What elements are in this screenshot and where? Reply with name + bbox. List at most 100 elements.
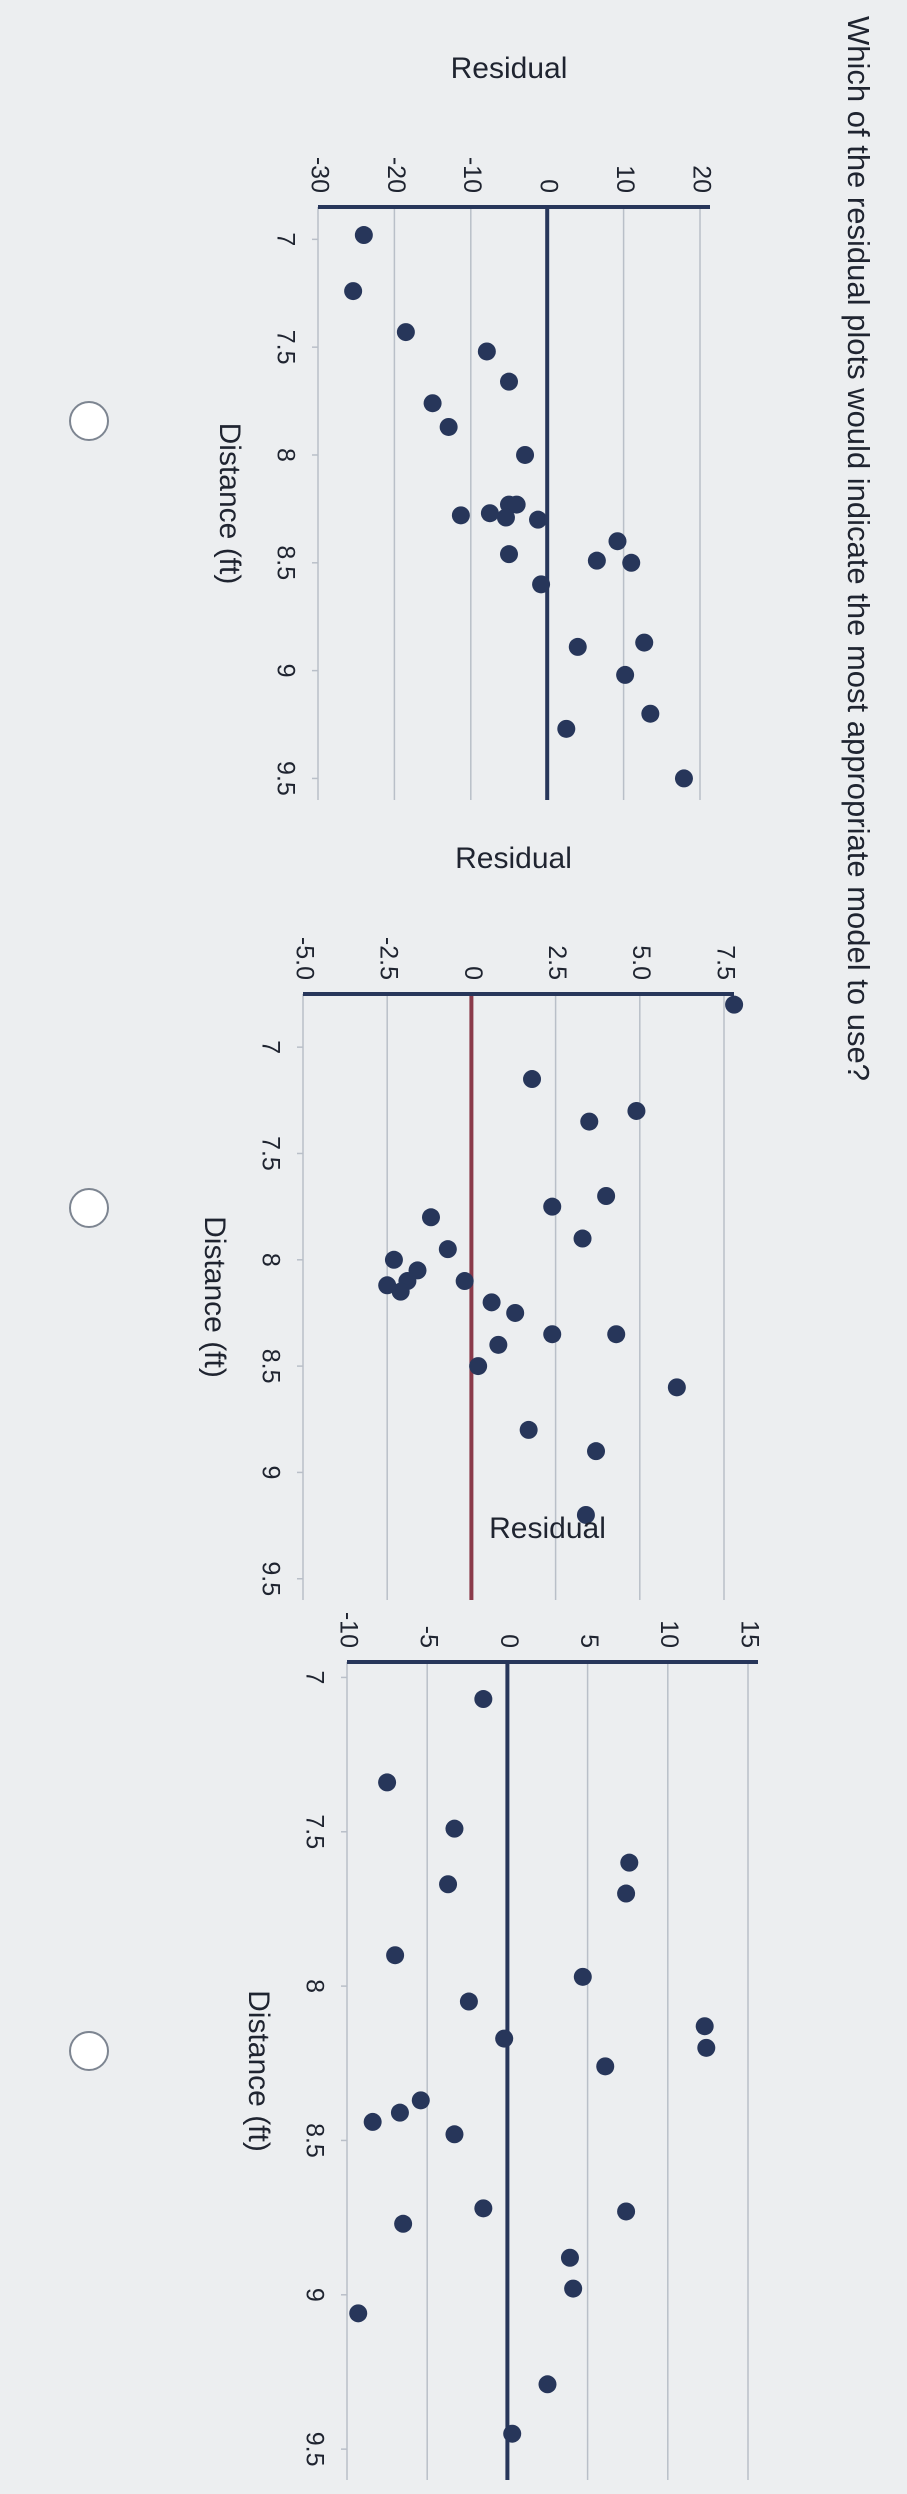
y-tick-label: -20 xyxy=(382,157,410,193)
point xyxy=(507,495,526,514)
point xyxy=(506,1303,525,1322)
x-tick-label: 9.5 xyxy=(271,761,299,796)
y-tick-label: -5 xyxy=(415,1626,443,1648)
point xyxy=(568,637,587,656)
point xyxy=(396,323,415,342)
point xyxy=(580,1112,599,1131)
radio-button[interactable] xyxy=(69,1188,109,1228)
point xyxy=(451,506,470,525)
point xyxy=(459,1992,478,2011)
x-tick-label: 9 xyxy=(300,2288,328,2302)
point xyxy=(587,1442,606,1461)
point xyxy=(421,1208,440,1227)
point xyxy=(519,1420,538,1439)
point xyxy=(503,2424,522,2443)
y-tick-label: -10 xyxy=(458,157,486,193)
point xyxy=(495,2029,514,2048)
x-tick-label: 8 xyxy=(300,1979,328,1993)
point xyxy=(445,1819,464,1838)
y-tick-label: -5.0 xyxy=(290,937,318,980)
point xyxy=(596,2057,615,2076)
point xyxy=(363,2112,382,2131)
point xyxy=(474,1690,493,1709)
point xyxy=(617,2202,636,2221)
point xyxy=(607,1325,626,1344)
x-tick-label: 7 xyxy=(256,1040,284,1054)
y-axis-label: Residual xyxy=(489,1512,606,1545)
point xyxy=(500,545,518,564)
point xyxy=(587,551,606,570)
point xyxy=(378,1773,397,1792)
x-tick-label: 9 xyxy=(271,664,299,678)
x-tick-label: 7 xyxy=(300,1670,328,1684)
x-tick-label: 7.5 xyxy=(300,1814,328,1849)
radio-button[interactable] xyxy=(69,401,109,441)
x-tick-label: 8 xyxy=(256,1253,284,1267)
point xyxy=(489,1335,508,1354)
point xyxy=(543,1197,562,1216)
point xyxy=(391,1282,410,1301)
point xyxy=(439,417,458,436)
point xyxy=(635,633,654,652)
point xyxy=(608,532,627,551)
point xyxy=(477,342,496,361)
point xyxy=(641,704,660,723)
point xyxy=(573,1229,592,1248)
point xyxy=(697,2038,716,2057)
y-tick-label: 15 xyxy=(735,1620,763,1648)
point xyxy=(445,2125,464,2144)
y-tick-label: 0 xyxy=(495,1634,523,1648)
y-tick-label: 5.0 xyxy=(627,945,655,980)
point xyxy=(725,995,744,1014)
x-tick-label: 9.5 xyxy=(256,1561,284,1596)
x-tick-label: 8.5 xyxy=(256,1349,284,1384)
point xyxy=(390,2103,409,2122)
y-tick-label: 5 xyxy=(575,1634,603,1648)
point xyxy=(557,719,576,738)
point xyxy=(482,1293,501,1312)
y-axis-label: Residual xyxy=(451,52,568,85)
point xyxy=(523,1070,542,1089)
point xyxy=(532,575,551,594)
x-tick-label: 8.5 xyxy=(300,2123,328,2158)
y-tick-label: 7.5 xyxy=(711,945,739,980)
point xyxy=(469,1357,488,1376)
point xyxy=(386,1946,405,1965)
y-tick-label: 10 xyxy=(655,1620,683,1648)
y-tick-label: 10 xyxy=(611,165,639,193)
point xyxy=(394,2214,413,2233)
x-axis-label: Distance (ft) xyxy=(242,1990,275,2152)
point xyxy=(384,1250,403,1269)
x-axis-label: Distance (ft) xyxy=(198,1216,231,1378)
y-tick-label: 20 xyxy=(687,165,715,193)
point xyxy=(616,665,635,684)
point xyxy=(439,1875,458,1894)
point xyxy=(349,2304,368,2323)
point xyxy=(378,1276,397,1295)
y-tick-label: -10 xyxy=(334,1612,362,1648)
point xyxy=(438,1240,457,1259)
point xyxy=(617,1884,636,1903)
point xyxy=(622,553,641,572)
point xyxy=(538,2375,557,2394)
y-tick-label: 0 xyxy=(459,966,487,980)
x-tick-label: 7.5 xyxy=(256,1136,284,1171)
y-tick-label: 0 xyxy=(535,179,563,193)
point xyxy=(455,1272,474,1291)
x-tick-label: 7.5 xyxy=(271,330,299,365)
point xyxy=(674,769,693,788)
point xyxy=(620,1853,639,1872)
point xyxy=(573,1967,592,1986)
point xyxy=(496,508,515,527)
radio-button[interactable] xyxy=(69,2031,109,2071)
point xyxy=(480,504,499,523)
x-tick-label: 9 xyxy=(256,1465,284,1479)
point xyxy=(564,2279,583,2298)
y-tick-label: -2.5 xyxy=(375,937,403,980)
point xyxy=(695,2017,714,2036)
point xyxy=(597,1187,616,1205)
y-tick-label: -30 xyxy=(305,157,333,193)
